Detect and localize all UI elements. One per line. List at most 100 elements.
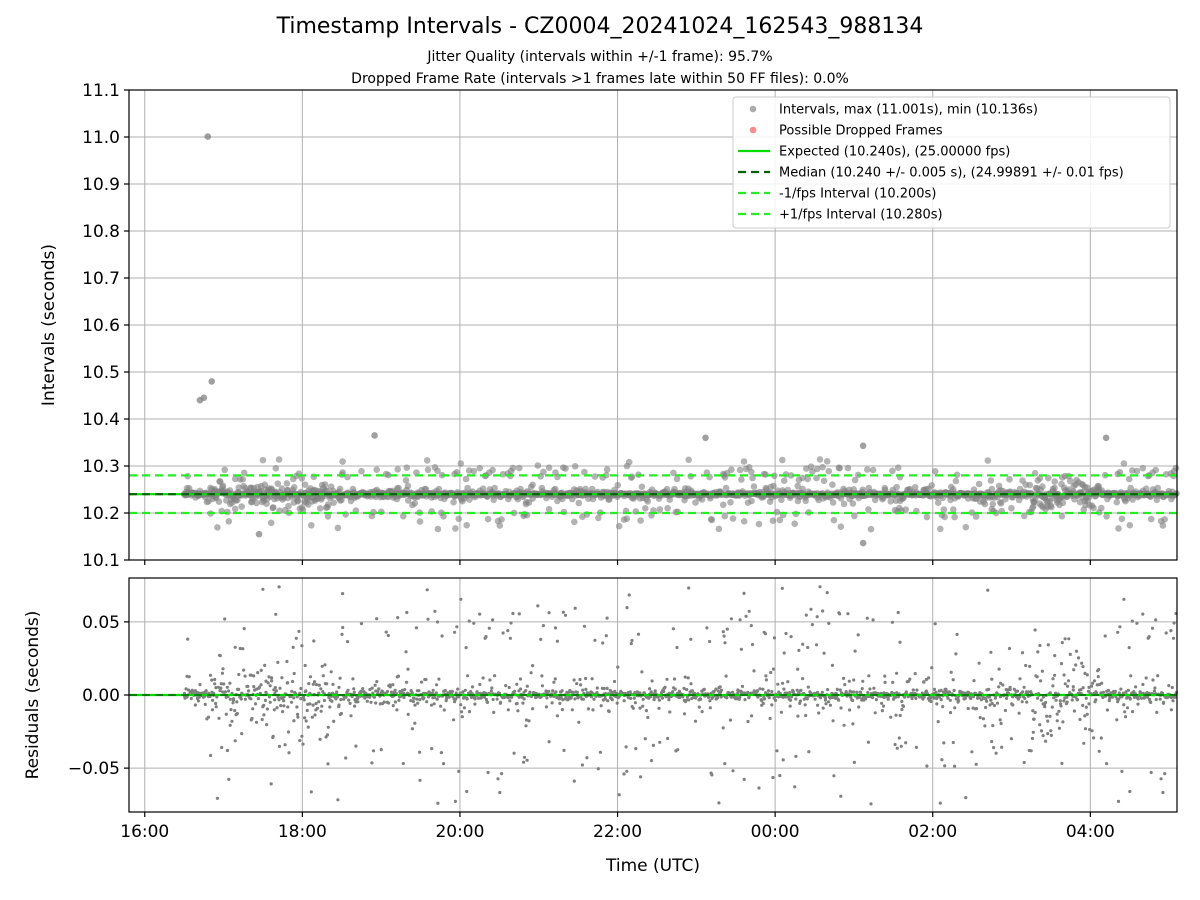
- residual-point: [338, 676, 342, 680]
- residual-point: [1068, 652, 1072, 657]
- interval-point: [1058, 512, 1066, 520]
- residual-point: [943, 764, 947, 768]
- residual-point: [470, 685, 475, 689]
- interval-point: [864, 466, 871, 473]
- residual-point: [671, 627, 676, 631]
- residual-point: [512, 751, 516, 755]
- residual-point: [1050, 705, 1054, 709]
- residual-point: [204, 689, 208, 693]
- residual-point: [951, 678, 955, 682]
- interval-outlier-point: [204, 133, 212, 140]
- interval-outlier-point: [859, 442, 867, 450]
- residual-point: [857, 705, 861, 709]
- residual-point: [228, 697, 232, 701]
- residual-point: [439, 751, 443, 755]
- interval-point: [275, 456, 283, 463]
- residual-point: [625, 606, 629, 610]
- residual-point: [231, 701, 235, 705]
- residual-point: [1061, 720, 1065, 724]
- residual-point: [986, 588, 990, 592]
- residual-point: [1049, 733, 1053, 738]
- residual-point: [904, 690, 908, 694]
- residual-point: [1087, 702, 1091, 706]
- interval-point: [614, 481, 622, 489]
- residual-point: [769, 670, 773, 675]
- residual-point: [309, 790, 313, 794]
- residual-point: [957, 699, 961, 703]
- interval-point: [562, 465, 569, 472]
- residual-point: [1118, 625, 1122, 629]
- residual-point: [622, 699, 626, 703]
- residual-point: [410, 691, 414, 695]
- residual-point: [215, 796, 219, 800]
- residual-point: [498, 790, 502, 795]
- residual-point: [372, 695, 376, 699]
- residual-point: [331, 682, 335, 687]
- residual-point: [1051, 677, 1055, 681]
- interval-point: [434, 525, 442, 533]
- residual-point: [1099, 736, 1103, 740]
- residual-point: [667, 698, 671, 702]
- residual-point: [522, 760, 526, 764]
- residual-point: [1122, 597, 1126, 601]
- residual-point: [506, 629, 510, 633]
- residual-point: [761, 701, 765, 706]
- residual-point: [794, 754, 798, 759]
- residual-point: [847, 679, 851, 683]
- residual-point: [319, 709, 323, 713]
- residual-point: [370, 761, 374, 765]
- residual-point: [689, 637, 693, 641]
- residual-point: [1055, 712, 1059, 716]
- residual-point: [573, 697, 577, 701]
- residual-point: [235, 711, 239, 716]
- residual-point: [842, 723, 846, 727]
- y-tick-label: 10.7: [82, 269, 120, 289]
- residual-point: [1141, 682, 1145, 687]
- residual-point: [575, 690, 579, 695]
- y-tick-label: 10.8: [82, 222, 120, 242]
- residual-point: [253, 702, 258, 706]
- residual-point: [989, 698, 993, 702]
- residual-point: [575, 682, 579, 686]
- residual-point: [855, 690, 859, 694]
- residual-point: [984, 705, 988, 710]
- interval-point: [738, 476, 745, 483]
- residual-point: [511, 611, 515, 616]
- interval-point: [837, 523, 845, 530]
- residual-point: [936, 720, 940, 724]
- residual-point: [852, 678, 856, 682]
- interval-point: [424, 466, 432, 474]
- residual-point: [252, 674, 256, 678]
- residual-point: [1094, 698, 1098, 702]
- residual-point: [481, 676, 485, 680]
- residual-point: [339, 711, 343, 716]
- interval-point: [638, 483, 646, 491]
- residual-point: [1170, 685, 1174, 690]
- residual-point: [267, 675, 271, 679]
- residual-point: [578, 677, 582, 682]
- interval-point: [715, 525, 723, 533]
- residual-point: [835, 687, 839, 692]
- residual-point: [991, 724, 995, 728]
- residual-point: [699, 697, 703, 701]
- residual-point: [687, 698, 691, 702]
- residual-point: [764, 678, 769, 682]
- interval-point: [489, 466, 496, 474]
- residual-point: [1166, 695, 1170, 699]
- residual-point: [723, 762, 727, 766]
- interval-point: [728, 466, 735, 474]
- residual-point: [437, 677, 441, 681]
- residual-point: [259, 683, 263, 687]
- interval-point: [450, 498, 457, 506]
- residual-point: [292, 696, 296, 700]
- residual-point: [303, 663, 307, 668]
- residual-point: [184, 687, 188, 691]
- residual-point: [1075, 698, 1080, 702]
- residual-point: [838, 612, 842, 616]
- interval-point: [344, 473, 351, 481]
- interval-point: [1172, 464, 1180, 472]
- residual-point: [1052, 696, 1056, 700]
- residual-point: [902, 695, 907, 699]
- residual-point: [250, 716, 254, 721]
- residual-point: [865, 616, 869, 620]
